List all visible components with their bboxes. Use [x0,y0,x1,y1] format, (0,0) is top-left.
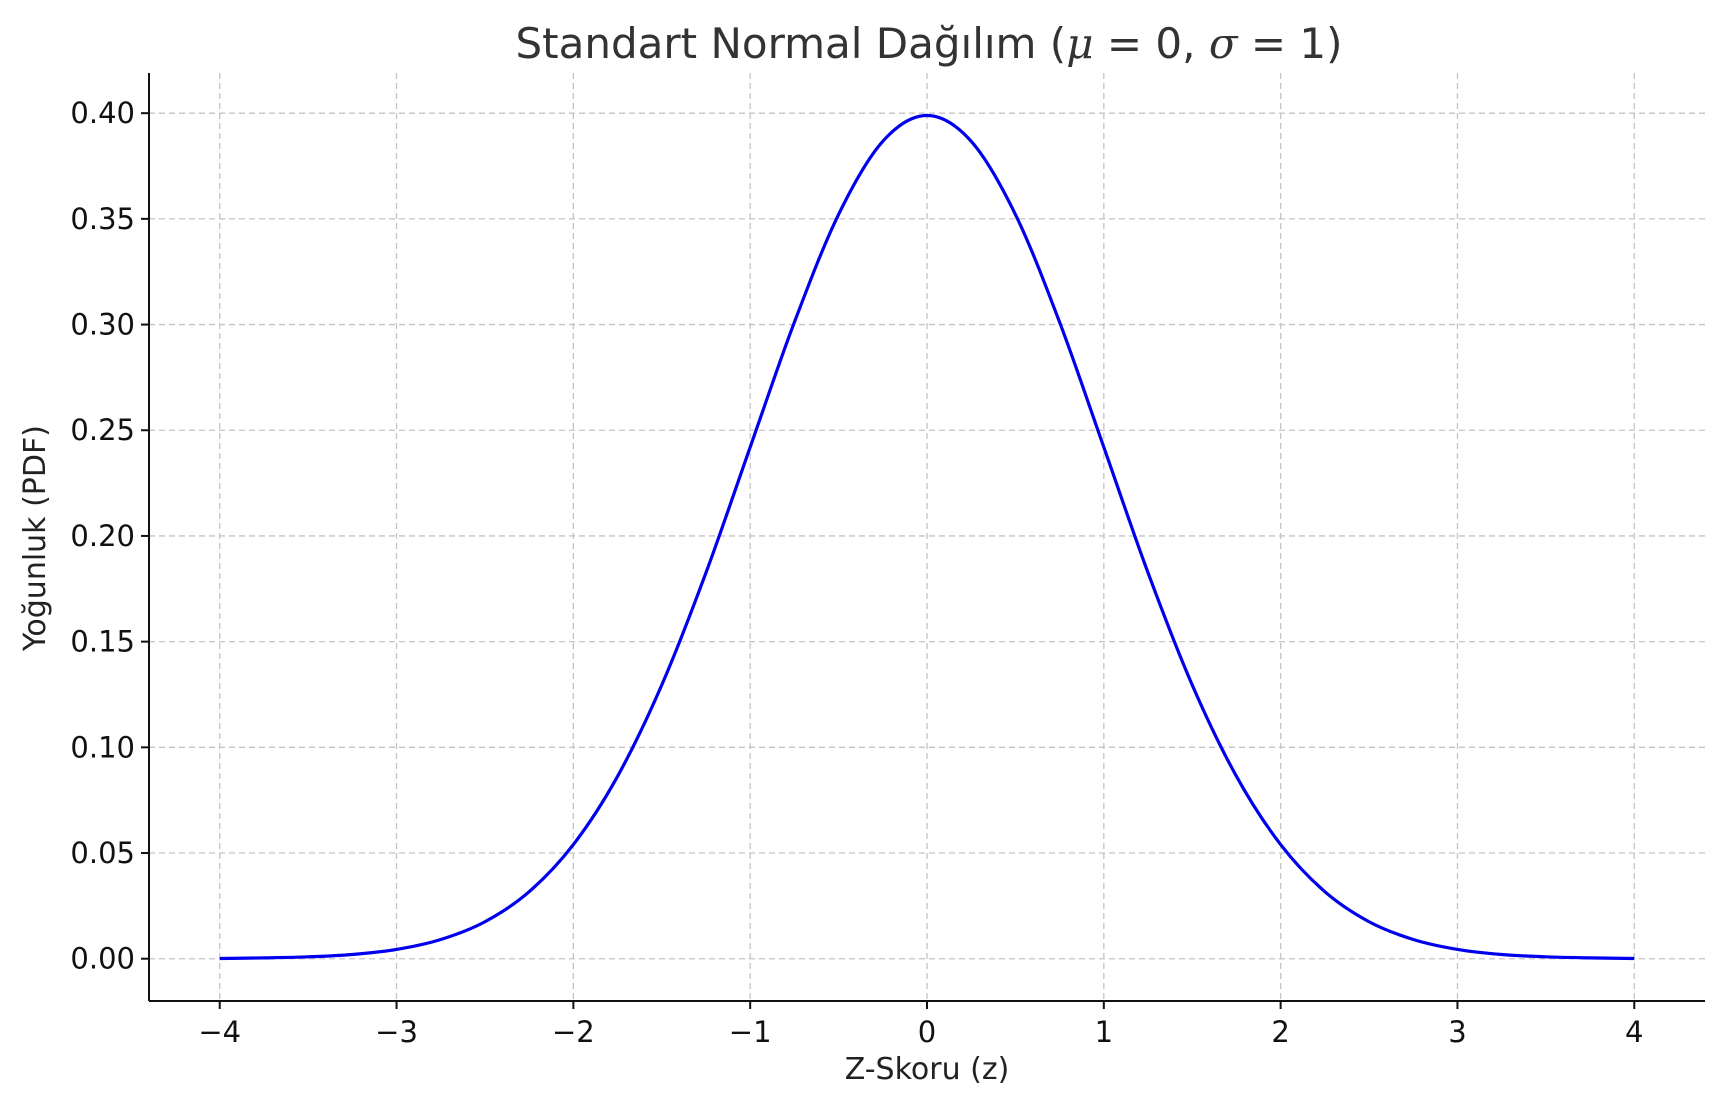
y-tick-label: 0.30 [70,308,135,342]
x-tick-label: −4 [198,1015,241,1049]
x-tick-label: −3 [375,1015,418,1049]
y-tick-label: 0.35 [70,202,135,236]
y-tick-label: 0.40 [70,96,135,130]
y-tick-label: 0.05 [70,836,135,870]
y-tick-label: 0.15 [70,625,135,659]
x-tick-label: 3 [1448,1015,1466,1049]
y-tick-label: 0.10 [70,730,135,764]
x-tick-label: 2 [1271,1015,1289,1049]
x-axis-label: Z-Skoru (z) [845,1052,1010,1087]
y-axis-ticks: 0.00 0.05 0.10 0.15 0.20 0.25 0.30 0.35 0.40 [70,96,149,976]
series-layer [219,113,1635,961]
y-axis-label: Yoğunluk (PDF) [18,425,53,652]
x-axis-ticks: −4 −3 −2 −1 0 1 2 3 4 [198,1001,1643,1049]
x-tick-label: 0 [918,1015,936,1049]
grid [149,73,1705,1001]
x-tick-label: 4 [1625,1015,1643,1049]
x-tick-label: −1 [729,1015,772,1049]
chart-title: Standart Normal Dağılım (μ = 0, σ = 1) [516,19,1343,68]
x-tick-label: 1 [1095,1015,1113,1049]
y-tick-label: 0.25 [70,413,135,447]
y-tick-label: 0.20 [70,519,135,553]
x-tick-label: −2 [552,1015,595,1049]
y-tick-label: 0.00 [70,942,135,976]
pdf-curve-line [219,113,1635,961]
